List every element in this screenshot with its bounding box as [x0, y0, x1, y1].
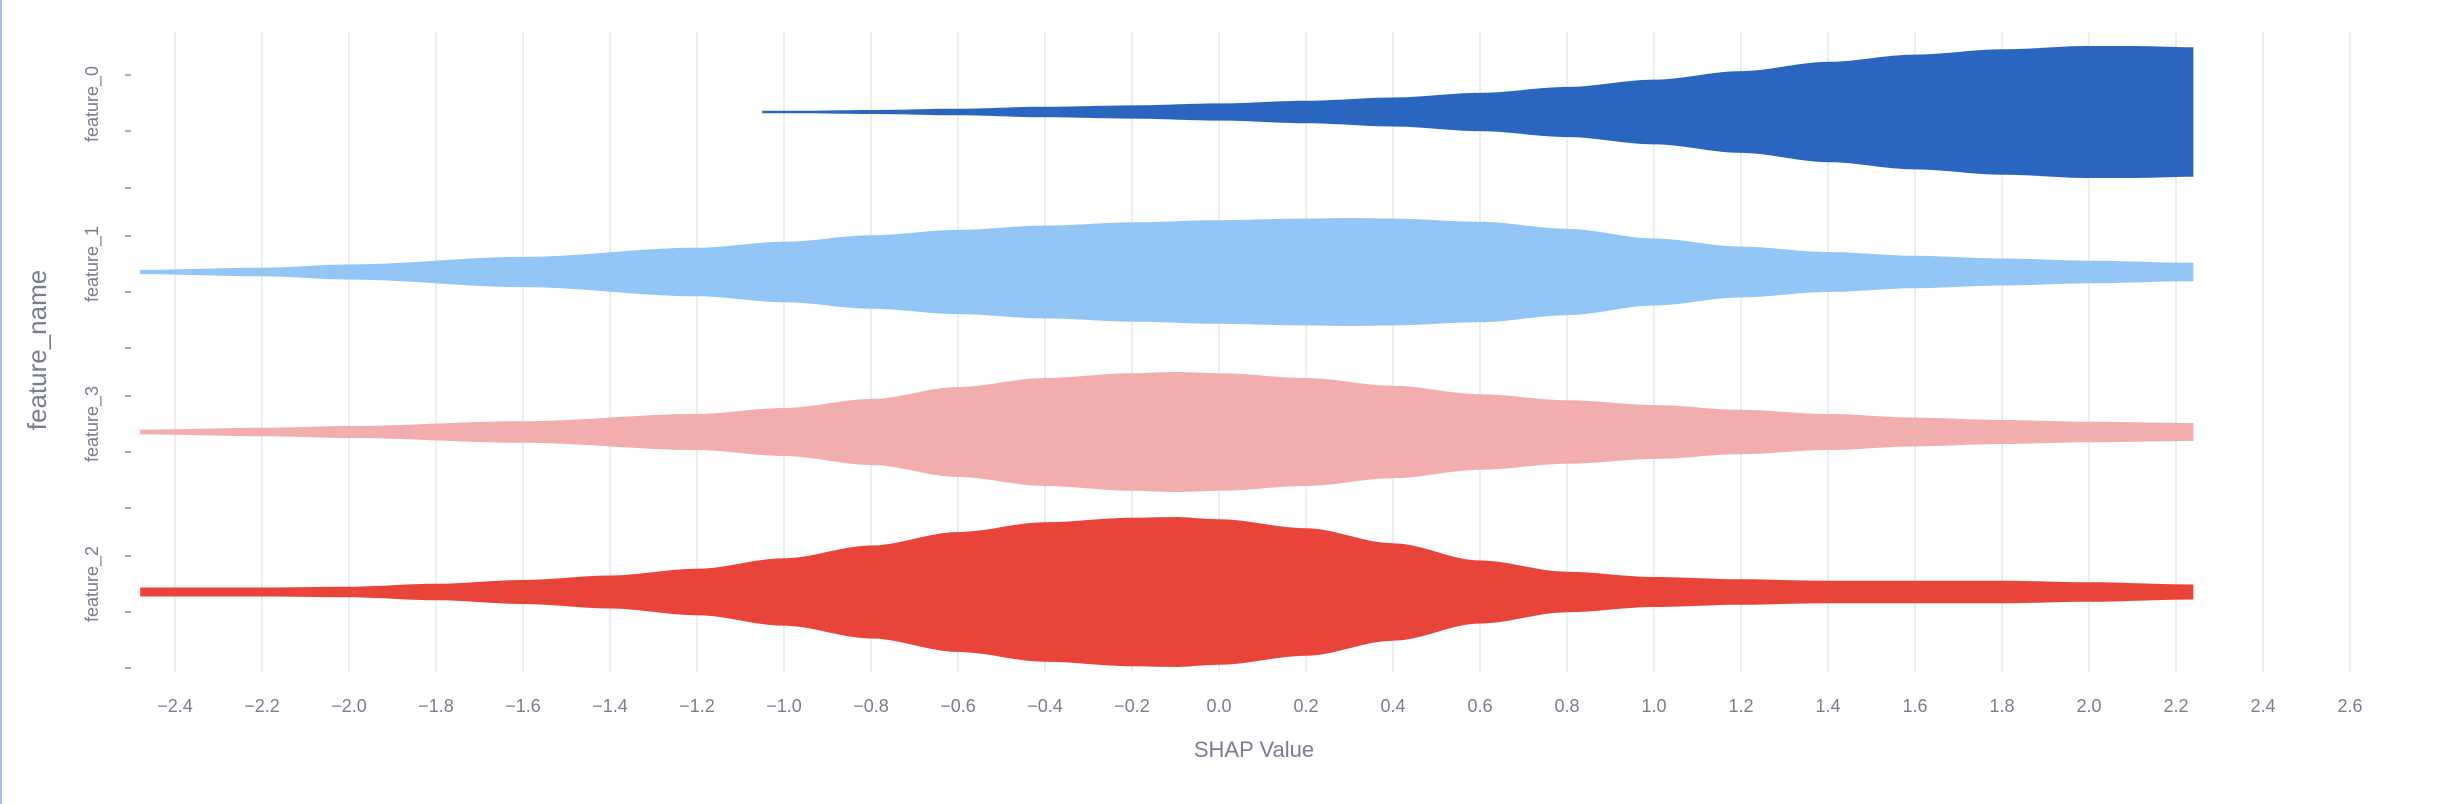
x-tick-label: −1.2: [679, 696, 715, 716]
x-tick-label: 1.6: [1902, 696, 1927, 716]
violins: [140, 46, 2194, 667]
x-tick-label: 1.0: [1641, 696, 1666, 716]
y-axis-category-labels: feature_0 feature_1 feature_3 feature_2: [82, 66, 103, 622]
x-tick-label: −1.0: [766, 696, 802, 716]
x-tick-label: −1.6: [505, 696, 541, 716]
x-tick-label: 2.4: [2250, 696, 2275, 716]
x-tick-label: −0.2: [1114, 696, 1150, 716]
x-tick-label: −1.4: [592, 696, 628, 716]
y-category-label: feature_3: [82, 386, 103, 462]
violin-feature-1[interactable]: [140, 218, 2194, 326]
panel-left-border: [0, 0, 2, 804]
y-category-label: feature_0: [82, 66, 103, 142]
x-tick-label: −2.0: [331, 696, 367, 716]
x-tick-label: 0.4: [1380, 696, 1405, 716]
y-category-label: feature_2: [82, 546, 103, 622]
x-tick-label: −0.4: [1027, 696, 1063, 716]
x-tick-label: 1.8: [1989, 696, 2014, 716]
x-tick-label: 2.0: [2076, 696, 2101, 716]
x-tick-label: 1.2: [1728, 696, 1753, 716]
violin-feature-0[interactable]: [762, 46, 2194, 178]
x-tick-label: −2.2: [244, 696, 280, 716]
x-tick-label: 2.6: [2337, 696, 2362, 716]
x-tick-label: −1.8: [418, 696, 454, 716]
x-tick-label: −0.8: [853, 696, 889, 716]
x-tick-label: −2.4: [157, 696, 193, 716]
x-axis-title: SHAP Value: [1194, 737, 1314, 762]
x-tick-label: 1.4: [1815, 696, 1840, 716]
violin-feature-2[interactable]: [140, 517, 2194, 667]
y-category-label: feature_1: [82, 226, 103, 302]
x-tick-label: 0.6: [1467, 696, 1492, 716]
y-axis-title: feature_name: [22, 270, 52, 430]
x-tick-label: 0.0: [1206, 696, 1231, 716]
y-axis-ticks: [125, 74, 131, 669]
x-tick-label: −0.6: [940, 696, 976, 716]
x-axis-tick-labels: −2.4 −2.2 −2.0 −1.8 −1.6 −1.4 −1.2 −1.0 −0.8 −0.6…: [157, 696, 2362, 716]
x-tick-label: 2.2: [2163, 696, 2188, 716]
x-tick-label: 0.2: [1293, 696, 1318, 716]
x-tick-label: 0.8: [1554, 696, 1579, 716]
violin-feature-3[interactable]: [140, 372, 2194, 492]
